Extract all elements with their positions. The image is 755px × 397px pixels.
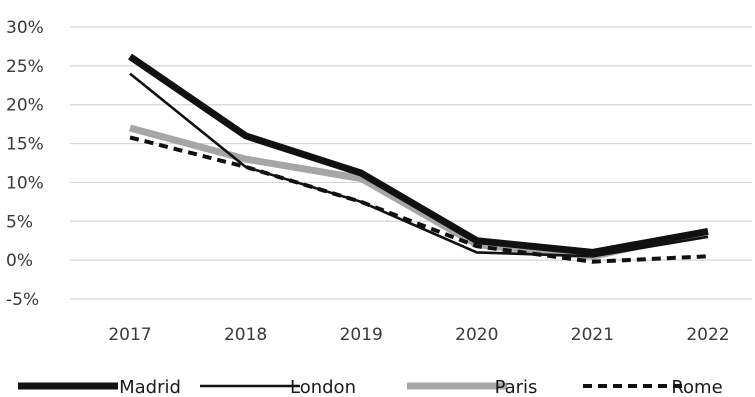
y-tick-label: 15% [6,135,44,155]
x-tick-label: 2018 [224,325,267,345]
legend: Madrid London Paris Rome [18,377,723,397]
y-tick-label: 5% [6,212,33,232]
y-tick-label: -5% [6,290,39,310]
legend-label: Rome [671,377,722,397]
legend-label: Madrid [119,377,181,397]
legend-item-madrid: Madrid [18,377,181,397]
legend-item-london: London [200,377,356,397]
y-tick-label: 20% [6,96,44,116]
series-line-rome [129,135,709,264]
legend-label: Paris [495,377,538,397]
legend-item-paris: Paris [407,377,537,397]
x-tick-label: 2017 [108,325,151,345]
series-lines [128,53,709,264]
x-axis-tick-labels: 2017 2018 2019 2020 2021 2022 [108,325,729,345]
y-tick-label: 30% [6,18,44,38]
x-tick-label: 2022 [686,325,729,345]
x-tick-label: 2021 [571,325,614,345]
x-tick-label: 2019 [340,325,383,345]
y-axis-tick-labels: 30% 25% 20% 15% 10% 5% 0% -5% [6,18,44,310]
y-tick-label: 0% [6,251,33,271]
series-line-london [129,72,709,258]
series-line-paris [129,124,709,260]
legend-item-rome: Rome [583,377,723,397]
legend-label: London [290,377,356,397]
grid-lines [70,26,752,300]
y-tick-label: 25% [6,57,44,77]
x-tick-label: 2020 [455,325,498,345]
series-line-madrid [128,53,709,256]
y-tick-label: 10% [6,173,44,193]
